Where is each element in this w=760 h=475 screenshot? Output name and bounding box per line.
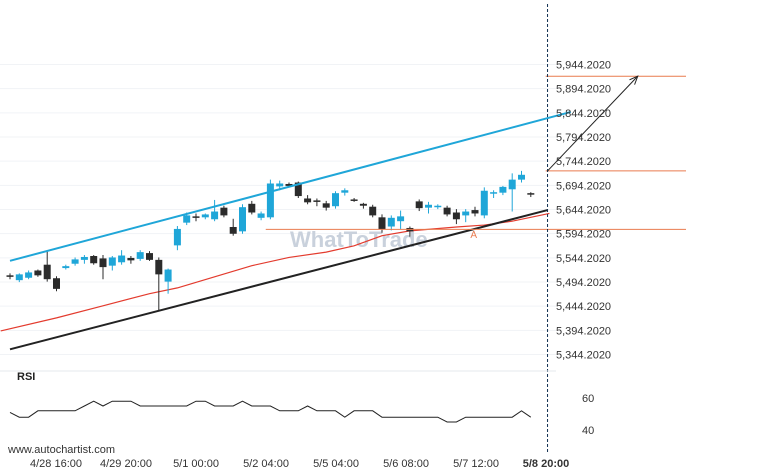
- candle-body: [53, 278, 60, 289]
- candle-body: [350, 199, 358, 201]
- rsi-tick-label: 40: [582, 425, 594, 437]
- candle-body: [313, 200, 321, 202]
- candle-body: [415, 201, 423, 209]
- candle-body: [527, 193, 535, 195]
- candle-body: [387, 217, 395, 227]
- candle-body: [211, 211, 219, 220]
- levels-layer: A: [265, 4, 686, 452]
- time-tick-label: 5/1 00:00: [173, 458, 219, 470]
- time-tick-label: 5/7 12:00: [453, 458, 499, 470]
- price-tick-label: 5,744.2020: [556, 156, 611, 168]
- target-arrow: [547, 75, 639, 172]
- candle-body: [490, 192, 498, 194]
- candle-body: [34, 270, 42, 276]
- candle-body: [332, 193, 339, 207]
- candle-body: [25, 272, 33, 278]
- candle-body: [434, 205, 442, 208]
- candle-body: [266, 183, 274, 218]
- target-arrow-head: [629, 75, 639, 85]
- candle-body: [173, 228, 181, 246]
- price-tick-label: 5,694.2020: [556, 180, 611, 192]
- candle-body: [341, 190, 349, 193]
- footer-url: www.autochartist.com: [7, 444, 115, 456]
- time-tick-label: 5/5 04:00: [313, 458, 359, 470]
- price-tick-label: 5,844.2020: [556, 108, 611, 120]
- candle-body: [136, 252, 144, 259]
- candle-body: [90, 255, 98, 264]
- candle-body: [71, 259, 79, 264]
- price-tick-label: 5,594.2020: [556, 229, 611, 241]
- candle-body: [304, 198, 312, 203]
- candle-body: [276, 183, 284, 187]
- price-tick-label: 5,644.2020: [556, 205, 611, 217]
- candle-body: [155, 259, 163, 275]
- candle-body: [369, 206, 377, 216]
- candle-body: [248, 203, 256, 213]
- rsi-tick-label: 60: [582, 393, 594, 405]
- candle-body: [201, 214, 209, 218]
- candle-body: [425, 204, 432, 208]
- candle-body: [378, 217, 386, 230]
- time-tick-label: 4/28 16:00: [30, 458, 82, 470]
- candle-body: [80, 256, 88, 260]
- price-tick-label: 5,894.2020: [556, 84, 611, 96]
- candle-body: [359, 203, 367, 206]
- candle-body: [294, 182, 302, 197]
- time-tick-label: 5/2 04:00: [243, 458, 289, 470]
- candle-body: [462, 211, 470, 216]
- candle-body: [118, 255, 126, 263]
- price-tick-label: 5,944.2020: [556, 60, 611, 72]
- candle-body: [43, 264, 51, 280]
- candle-body: [15, 274, 23, 281]
- price-tick-label: 5,794.2020: [556, 132, 611, 144]
- rsi-panel: RSI 60 40: [0, 370, 594, 437]
- candle-body: [108, 257, 116, 266]
- rsi-title: RSI: [17, 371, 35, 383]
- candle-body: [443, 207, 451, 215]
- lower-channel-line: [9, 209, 548, 351]
- time-tick-label: 5/6 08:00: [383, 458, 429, 470]
- candle-body: [220, 207, 228, 216]
- candle-body: [397, 216, 405, 222]
- price-tick-label: 5,444.2020: [556, 301, 611, 313]
- price-tick-label: 5,494.2020: [556, 277, 611, 289]
- candle-body: [257, 213, 265, 218]
- time-tick-label: 4/29 20:00: [100, 458, 152, 470]
- candle-body: [518, 174, 525, 180]
- trendlines-layer: [9, 110, 572, 351]
- pattern-point-label: A: [470, 230, 477, 241]
- moving-average-line: [0, 212, 550, 332]
- candle-body: [499, 186, 507, 193]
- candle-body: [480, 190, 488, 216]
- candle-body: [471, 210, 479, 214]
- time-axis: 4/28 16:00 4/29 20:00 5/1 00:00 5/2 04:00 5/…: [30, 458, 569, 470]
- price-tick-label: 5,344.2020: [556, 350, 611, 362]
- moving-average-layer: [0, 212, 550, 332]
- candle-body: [62, 266, 70, 269]
- price-axis: 5,944.2020 5,894.2020 5,844.2020 5,794.2020…: [556, 60, 611, 362]
- candle-body: [322, 203, 330, 208]
- time-tick-label: 5/8 20:00: [523, 458, 569, 470]
- candle-body: [99, 258, 107, 268]
- candle-body: [192, 216, 200, 218]
- candle-body: [183, 215, 191, 223]
- rsi-line: [9, 400, 532, 423]
- candle-body: [127, 257, 135, 261]
- upper-channel-line: [9, 110, 572, 262]
- candle-body: [146, 253, 153, 260]
- candle-body: [452, 212, 460, 220]
- candle-body: [239, 207, 246, 232]
- candle-body: [164, 269, 172, 282]
- candle-body: [285, 183, 293, 186]
- candle-body: [6, 275, 14, 277]
- price-tick-label: 5,544.2020: [556, 253, 611, 265]
- candles-layer: [6, 170, 535, 311]
- price-tick-label: 5,394.2020: [556, 325, 611, 337]
- candle-body: [508, 179, 516, 190]
- candle-body: [229, 226, 237, 234]
